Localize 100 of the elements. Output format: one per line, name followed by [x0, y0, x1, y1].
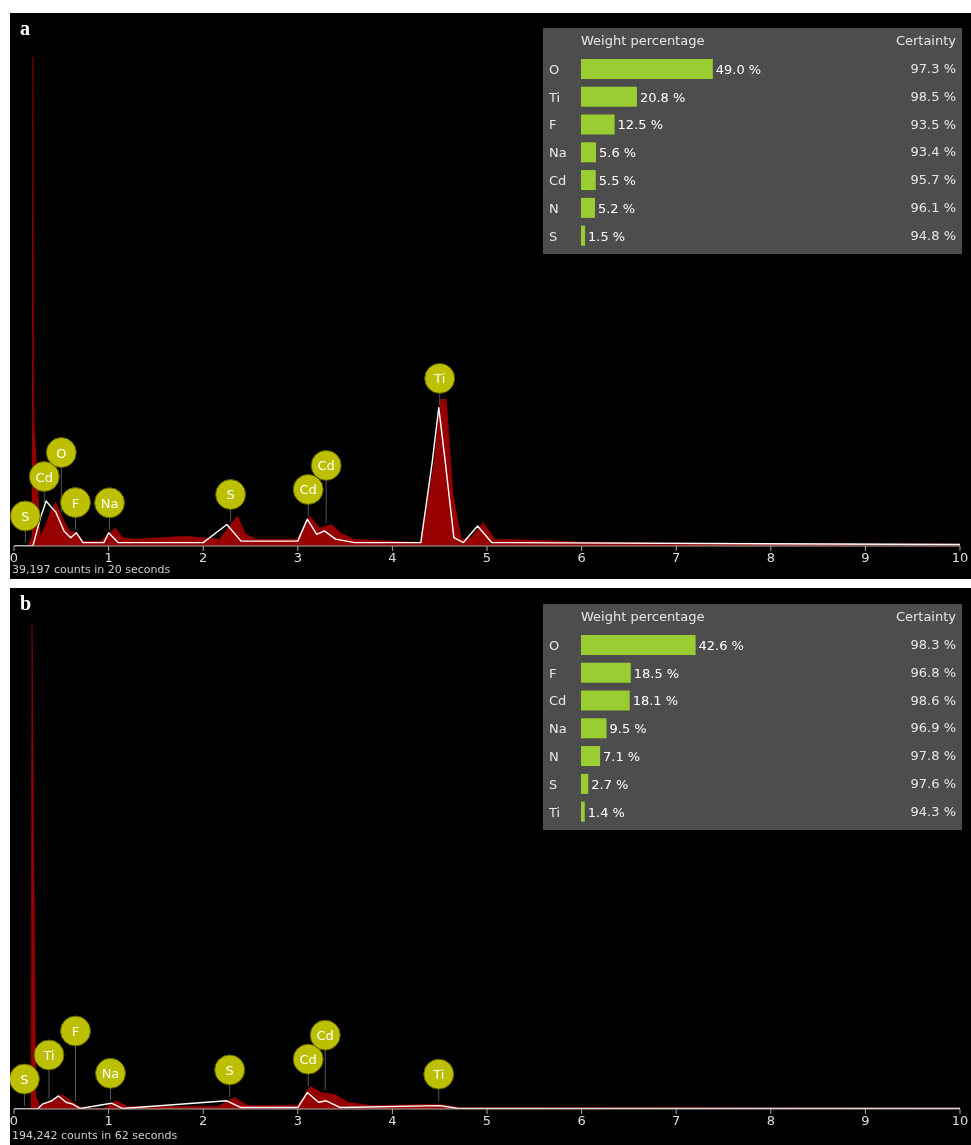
ref-line-label: Na: [100, 495, 119, 511]
ref-line-label: Cd: [299, 482, 317, 498]
annotation: 97.6 %: [910, 775, 956, 791]
bar: [581, 662, 631, 683]
y-tick-label: Na: [549, 145, 567, 161]
x-tick-label: 10: [951, 550, 969, 566]
ref-line-label: Ti: [433, 371, 446, 387]
y-tick-label: Ti: [548, 89, 561, 105]
ref-line-label: Cd: [316, 1028, 334, 1044]
chart-title: Weight percentage: [581, 609, 705, 624]
x-tick-label: 8: [766, 1113, 775, 1129]
data-label: 5.5 %: [598, 173, 636, 189]
ref-line-label: F: [71, 495, 80, 511]
y-tick-label: Na: [549, 721, 567, 737]
y-tick-label: Ti: [548, 804, 561, 820]
text: Certainty: [895, 609, 956, 624]
x-tick-label: 3: [293, 550, 302, 566]
bar: [581, 170, 596, 191]
y-tick-label: Cd: [549, 173, 567, 189]
annotation: 94.3 %: [910, 803, 956, 819]
x-tick-label: 8: [766, 550, 775, 566]
y-tick-label: S: [549, 776, 558, 792]
bar: [581, 690, 630, 711]
x-tick-label: 9: [861, 1113, 870, 1129]
annotation: 98.3 %: [910, 636, 956, 652]
bar: [581, 86, 637, 107]
y-tick-label: O: [549, 61, 560, 77]
text: 194,242 counts in 62 seconds: [12, 1129, 178, 1142]
annotation: 97.3 %: [910, 60, 956, 76]
x-tick-label: 10: [951, 1113, 969, 1129]
x-tick-label: 2: [199, 550, 208, 566]
ref-line-label: S: [21, 509, 30, 524]
bar: [581, 801, 585, 822]
ref-line-label: S: [20, 1072, 29, 1087]
bar: [581, 746, 601, 767]
annotation: 96.8 %: [910, 664, 956, 680]
ref-line-label: S: [226, 487, 235, 503]
x-tick-label: 1: [104, 550, 113, 566]
data-label: 9.5 %: [609, 721, 647, 737]
chart-title: b: [20, 592, 32, 615]
chart-title: Weight percentage: [581, 33, 705, 48]
y-tick-label: Cd: [549, 693, 567, 709]
data-label: 1.4 %: [587, 804, 625, 820]
x-tick-label: 0: [9, 1113, 19, 1129]
bar: [581, 197, 595, 218]
bar: [581, 718, 607, 739]
annotation: 98.5 %: [910, 88, 956, 104]
x-tick-label: 9: [861, 550, 870, 566]
ref-line-label: Cd: [35, 469, 53, 485]
y-tick-label: O: [549, 637, 560, 653]
x-tick-label: 5: [482, 1113, 492, 1129]
x-tick-label: 7: [672, 550, 681, 566]
annotation: 93.5 %: [910, 116, 956, 132]
x-tick-label: 6: [577, 550, 586, 566]
y-tick-label: N: [549, 200, 559, 216]
bar: [581, 634, 696, 655]
y-tick-label: N: [549, 749, 559, 765]
x-tick-label: 4: [388, 1113, 397, 1129]
x-tick-label: 2: [199, 1113, 208, 1129]
text: 39,197 counts in 20 seconds: [12, 563, 171, 576]
data-label: 5.6 %: [599, 145, 637, 161]
data-label: 2.7 %: [591, 776, 629, 792]
annotation: 94.8 %: [910, 227, 956, 243]
ref-line-label: Na: [101, 1066, 120, 1082]
y-tick-label: S: [549, 228, 558, 244]
annotation: 96.9 %: [910, 720, 956, 736]
x-tick-label: 6: [577, 1113, 586, 1129]
data-label: 42.6 %: [698, 637, 744, 653]
text: Certainty: [895, 33, 956, 48]
annotation: 95.7 %: [910, 172, 956, 188]
ref-line-label: Ti: [42, 1048, 55, 1063]
bar: [581, 114, 615, 135]
ref-line-label: S: [225, 1062, 234, 1078]
x-tick-label: 4: [388, 550, 397, 566]
x-tick-label: 5: [482, 550, 492, 566]
ref-line-label: F: [71, 1024, 80, 1039]
annotation: 98.6 %: [910, 692, 956, 708]
bar: [581, 58, 713, 79]
ref-line-label: Cd: [299, 1052, 317, 1068]
annotation: 97.8 %: [910, 748, 956, 764]
x-tick-label: 1: [104, 1113, 113, 1129]
chart-title: a: [20, 17, 30, 40]
bar: [581, 142, 597, 163]
annotation: 96.1 %: [910, 199, 956, 215]
data-label: 18.1 %: [632, 693, 679, 709]
data-label: 7.1 %: [603, 749, 641, 765]
data-label: 18.5 %: [633, 665, 680, 681]
ref-line-label: Cd: [317, 458, 335, 474]
annotation: 93.4 %: [910, 144, 956, 160]
data-label: 49.0 %: [715, 61, 762, 77]
bar: [581, 225, 586, 246]
x-tick-label: 0: [9, 550, 19, 566]
x-tick-label: 7: [672, 1113, 681, 1129]
y-tick-label: F: [549, 117, 557, 133]
y-tick-label: F: [549, 665, 557, 681]
data-label: 12.5 %: [617, 117, 664, 133]
data-label: 5.2 %: [597, 200, 636, 216]
ref-line-label: O: [56, 445, 67, 461]
ref-line-label: Ti: [432, 1067, 445, 1083]
data-label: 20.8 %: [639, 89, 686, 105]
